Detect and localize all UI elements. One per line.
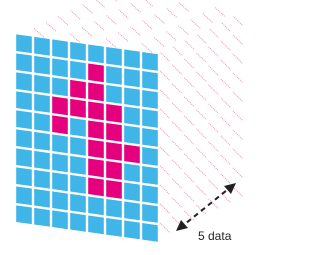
grid-cell [70,61,86,80]
grid-cell [34,189,50,208]
grid-cell [142,109,158,128]
grid-cell [124,163,140,182]
grid-cell [88,44,104,63]
grid-cell [52,172,68,191]
grid-cell [124,220,140,239]
grid-cell [142,204,158,223]
grid-cell [52,210,68,229]
grid-cell [106,123,122,142]
grid-cell [88,158,104,177]
grid-cell [70,118,86,137]
grid-cell [142,90,158,109]
grid-cell [34,132,50,151]
grid-cell [34,113,50,132]
grid-cell [52,96,68,115]
grid-cell [16,186,32,205]
depth-label: 5 data [198,229,232,243]
grid-cell [16,167,32,186]
grid-cell [124,87,140,106]
grid-cell [52,77,68,96]
diagram: 5 data [0,0,262,250]
grid-cell [88,120,104,139]
grid-cell [34,151,50,170]
grid-cell [16,110,32,129]
grid-cell [70,194,86,213]
grid-cell [106,66,122,85]
grid-cell [16,34,32,53]
grid-cell [88,196,104,215]
grid-cell [52,115,68,134]
grid-cell [52,58,68,77]
grid-cell [34,170,50,189]
grid-cell [142,52,158,71]
grid-cell [88,139,104,158]
grid-cell [52,153,68,172]
grid-cell [34,208,50,227]
grid-cell [106,180,122,199]
grid-cell [16,53,32,72]
grid-cell [70,156,86,175]
grid-cell [70,175,86,194]
grid-cell [16,129,32,148]
grid-cell [142,223,158,242]
grid-cell [16,148,32,167]
grid-cell [88,215,104,234]
grid-cell [70,213,86,232]
grid-cell [124,125,140,144]
grid-cell [70,42,86,61]
grid-cell [70,137,86,156]
grid-cell [34,94,50,113]
grid-cell [124,144,140,163]
grid-cell [106,199,122,218]
grid-cell [88,82,104,101]
grid-cell [106,85,122,104]
grid-cell [106,218,122,237]
grid-cell [34,37,50,56]
grid-cell [124,49,140,68]
grid-cell [124,106,140,125]
grid-cell [106,47,122,66]
grid-cell [142,147,158,166]
front-face [16,34,158,241]
grid-cell [88,63,104,82]
grid-cell [124,182,140,201]
grid-cell [106,104,122,123]
grid-cell [88,101,104,120]
grid-cell [124,201,140,220]
grid-cell [142,185,158,204]
grid-cell [124,68,140,87]
grid-cell [106,142,122,161]
grid-cell [16,91,32,110]
grid-cell [142,166,158,185]
grid-cell [52,191,68,210]
grid-cell [70,80,86,99]
grid-cell [142,71,158,90]
grid-cell [52,39,68,58]
grid-cell [52,134,68,153]
grid-cell [106,161,122,180]
grid-cell [142,128,158,147]
grid-cell [34,75,50,94]
grid-cell [70,99,86,118]
grid-cell [88,177,104,196]
grid-cell [16,72,32,91]
grid-cell [34,56,50,75]
grid-cell [16,205,32,224]
